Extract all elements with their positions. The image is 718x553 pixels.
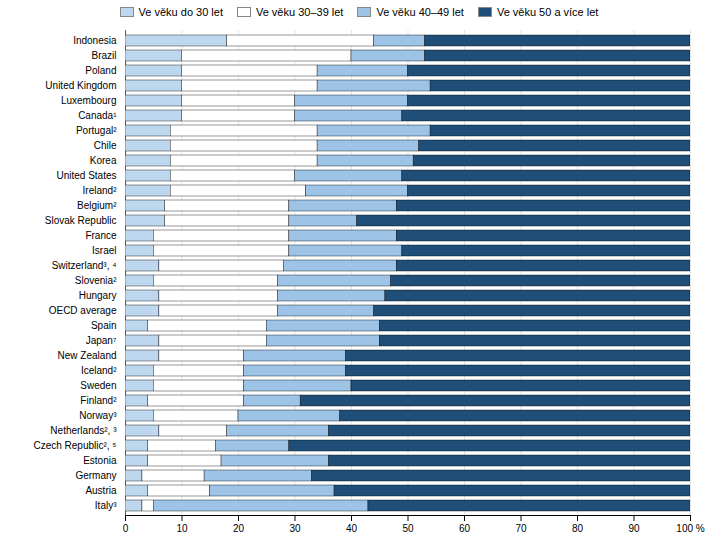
svg-text:Brazil: Brazil: [91, 50, 116, 61]
html-text:Ve věku 30–39 let: Ve věku 30–39 let: [256, 6, 344, 18]
html-text:Ve věku do 30 let: Ve věku do 30 let: [138, 6, 223, 18]
svg-text:Norway³: Norway³: [79, 410, 117, 421]
svg-text:Estonia: Estonia: [83, 455, 117, 466]
svg-text:Germany: Germany: [75, 470, 116, 481]
svg-text:0: 0: [123, 523, 129, 534]
svg-text:Finland²: Finland²: [80, 395, 117, 406]
svg-text:Indonesia: Indonesia: [73, 35, 117, 46]
svg-text:Sweden: Sweden: [80, 380, 116, 391]
html-text:Ve věku 40–49 let: Ve věku 40–49 let: [376, 6, 464, 18]
svg-text:Slovenia²: Slovenia²: [75, 275, 117, 286]
svg-text:OECD average: OECD average: [49, 305, 117, 316]
svg-text:30: 30: [289, 523, 301, 534]
svg-text:10: 10: [176, 523, 188, 534]
svg-text:50: 50: [402, 523, 414, 534]
svg-text:Switzerland³, ⁴: Switzerland³, ⁴: [52, 260, 117, 271]
svg-text:Slovak Republic: Slovak Republic: [45, 215, 117, 226]
html-text:Ve věku 50 a více let: Ve věku 50 a více let: [496, 6, 599, 18]
svg-text:Canada¹: Canada¹: [78, 110, 117, 121]
svg-text:Japan⁷: Japan⁷: [86, 335, 117, 346]
svg-text:80: 80: [572, 523, 584, 534]
svg-text:Korea: Korea: [90, 155, 117, 166]
svg-text:United Kingdom: United Kingdom: [45, 80, 116, 91]
svg-text:Spain: Spain: [91, 320, 117, 331]
svg-text:United States: United States: [56, 170, 116, 181]
svg-text:Italy³: Italy³: [95, 500, 117, 511]
svg-text:40: 40: [346, 523, 358, 534]
svg-text:60: 60: [459, 523, 471, 534]
svg-text:Iceland²: Iceland²: [81, 365, 117, 376]
svg-text:90: 90: [628, 523, 640, 534]
svg-text:Austria: Austria: [85, 485, 117, 496]
svg-text:Netherlands², ³: Netherlands², ³: [50, 425, 117, 436]
svg-text:Poland: Poland: [85, 65, 116, 76]
svg-text:Belgium²: Belgium²: [77, 200, 117, 211]
svg-text:Ireland²: Ireland²: [83, 185, 118, 196]
svg-text:New Zealand: New Zealand: [58, 350, 117, 361]
svg-text:100 %: 100 %: [676, 523, 704, 534]
svg-text:Luxembourg: Luxembourg: [61, 95, 117, 106]
svg-text:Hungary: Hungary: [79, 290, 117, 301]
svg-text:Israel: Israel: [92, 245, 116, 256]
svg-text:20: 20: [233, 523, 245, 534]
svg-text:Czech Republic², ⁵: Czech Republic², ⁵: [33, 440, 116, 451]
svg-text:Chile: Chile: [94, 140, 117, 151]
svg-text:France: France: [85, 230, 117, 241]
svg-text:70: 70: [515, 523, 527, 534]
svg-text:Portugal²: Portugal²: [76, 125, 117, 136]
